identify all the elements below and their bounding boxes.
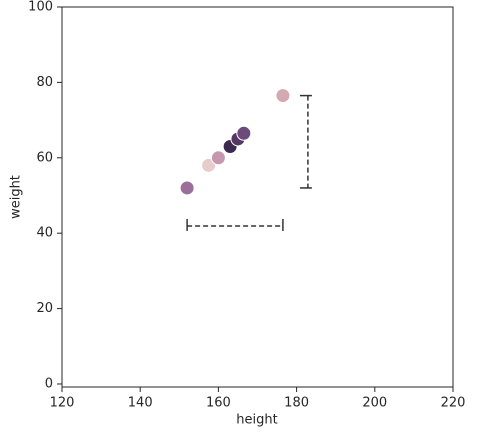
y-axis-label: weight (9, 175, 24, 219)
x-tick-label: 180 (284, 396, 309, 411)
point (210, 150, 226, 166)
y-tick-label: 80 (36, 75, 53, 90)
point (275, 88, 291, 104)
x-tick-label: 220 (441, 396, 466, 411)
x-axis-label: height (236, 413, 277, 428)
point (236, 125, 252, 141)
x-tick-label: 140 (128, 396, 153, 411)
y-tick-label: 60 (36, 150, 53, 165)
y-tick-label: 100 (28, 0, 53, 15)
point (179, 180, 195, 196)
x-tick-label: 120 (50, 396, 75, 411)
plot-frame (61, 6, 454, 388)
y-tick-label: 20 (36, 301, 53, 316)
x-tick-label: 160 (206, 396, 231, 411)
y-tick-label: 0 (45, 376, 53, 391)
x-tick-label: 200 (362, 396, 387, 411)
y-tick-label: 40 (36, 226, 53, 241)
